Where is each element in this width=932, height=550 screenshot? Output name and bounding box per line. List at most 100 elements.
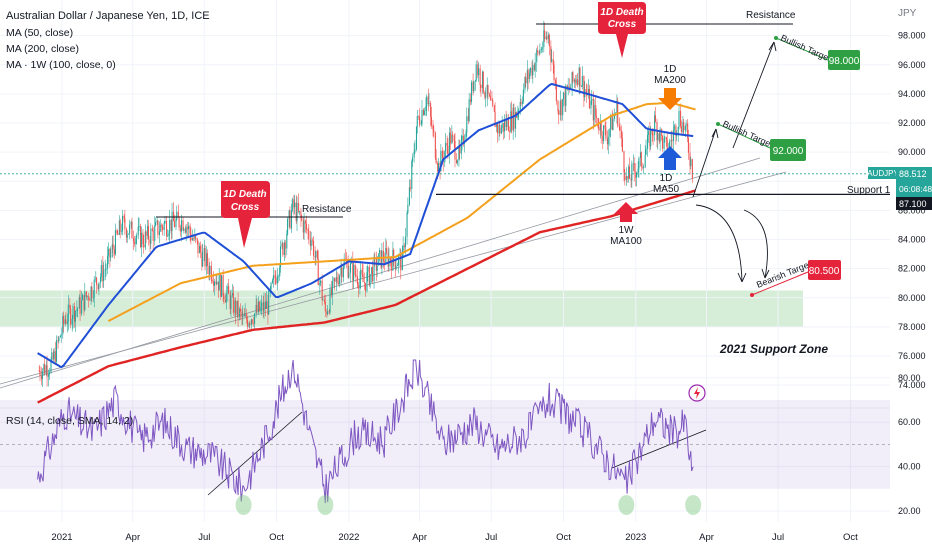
time-tick-label: 2023 [625, 532, 646, 543]
candle-body [315, 250, 317, 258]
candle-body [673, 125, 675, 131]
candle-body [140, 232, 142, 248]
candle-body [170, 219, 172, 232]
price-tick-label: 74.000 [898, 380, 926, 390]
candle-body [307, 229, 309, 231]
candle-body [111, 244, 113, 253]
candle-body [298, 211, 300, 213]
candle-body [638, 158, 640, 169]
candle-body [298, 202, 300, 212]
candle-body [263, 301, 265, 312]
candle-body [467, 116, 469, 121]
candle-body [685, 123, 687, 127]
candle-body [352, 260, 354, 281]
candle-body [78, 297, 80, 309]
candle-body [85, 291, 87, 297]
candle-body [395, 265, 397, 270]
candle-body [221, 275, 223, 297]
candle-body [92, 297, 94, 299]
candle-body [334, 278, 336, 282]
candle-body [338, 275, 341, 284]
candle-body [445, 142, 447, 152]
candle-body [602, 135, 604, 141]
candle-body [678, 110, 680, 127]
candle-body [185, 227, 187, 233]
candle-body [623, 151, 625, 173]
candle-body [241, 311, 243, 318]
ma100w-label-line1: 1W [619, 225, 635, 236]
candle-body [312, 240, 314, 242]
candle-body [328, 311, 330, 313]
candle-body [362, 274, 364, 283]
candle-body [557, 101, 559, 111]
candle-body [48, 372, 50, 375]
candle-body [191, 238, 194, 241]
price-tick-label: 78.000 [898, 322, 926, 332]
candle-body [364, 282, 366, 283]
candle-body [373, 257, 375, 282]
candle-body [218, 274, 220, 291]
candle-body [99, 277, 102, 283]
candle-body [664, 137, 666, 139]
candle-body [326, 311, 328, 315]
candle-body [74, 306, 76, 322]
candle-body [682, 122, 684, 133]
candle-body [690, 159, 692, 166]
price-tick-label: 86.000 [898, 205, 926, 215]
candle-body [529, 68, 532, 73]
candle-body [144, 231, 146, 248]
candle-body [81, 300, 83, 314]
candle-body [164, 220, 166, 224]
candle-body [244, 313, 246, 317]
candle-body [618, 125, 620, 128]
candle-body [147, 225, 150, 240]
candle-body [203, 248, 205, 252]
candle-body [319, 283, 321, 286]
candle-body [459, 146, 461, 154]
candle-body [580, 86, 583, 87]
candle-body [416, 116, 418, 127]
candle-body [489, 96, 491, 100]
candle-body [211, 279, 213, 282]
candle-body [340, 267, 342, 276]
candle-body [322, 299, 324, 301]
candle-body [468, 99, 470, 121]
candle-body [473, 80, 475, 91]
candle-body [95, 277, 97, 280]
candle-body [159, 224, 161, 232]
candle-body [284, 242, 286, 249]
candle-body [428, 103, 430, 105]
candle-body [91, 286, 93, 298]
candle-body [341, 267, 343, 278]
candle-body [180, 227, 182, 232]
candle-body [507, 118, 509, 131]
candle-body [71, 318, 73, 325]
candle-body [327, 311, 329, 315]
candle-body [309, 238, 311, 247]
candle-body [460, 140, 462, 154]
candle-body [571, 72, 573, 88]
candle-body [234, 300, 236, 313]
candle-body [503, 123, 505, 132]
candle-body [635, 171, 637, 178]
candle-body [621, 138, 623, 152]
candle-body [691, 159, 693, 179]
candle-body [574, 79, 576, 84]
ma100-1w-line [37, 189, 696, 404]
candle-body [543, 30, 545, 48]
candle-body [209, 265, 211, 275]
candle-body [329, 288, 331, 313]
candle-body [187, 227, 189, 230]
candle-body [210, 265, 212, 280]
candle-body [360, 269, 362, 280]
candle-body [277, 276, 279, 278]
event-icon[interactable] [688, 384, 706, 402]
candle-body [118, 220, 120, 235]
candle-body [407, 204, 409, 214]
candle-body [182, 220, 184, 231]
candle-body [189, 225, 191, 234]
candle-body [206, 253, 208, 266]
candle-body [305, 220, 307, 224]
candle-body [239, 308, 241, 317]
